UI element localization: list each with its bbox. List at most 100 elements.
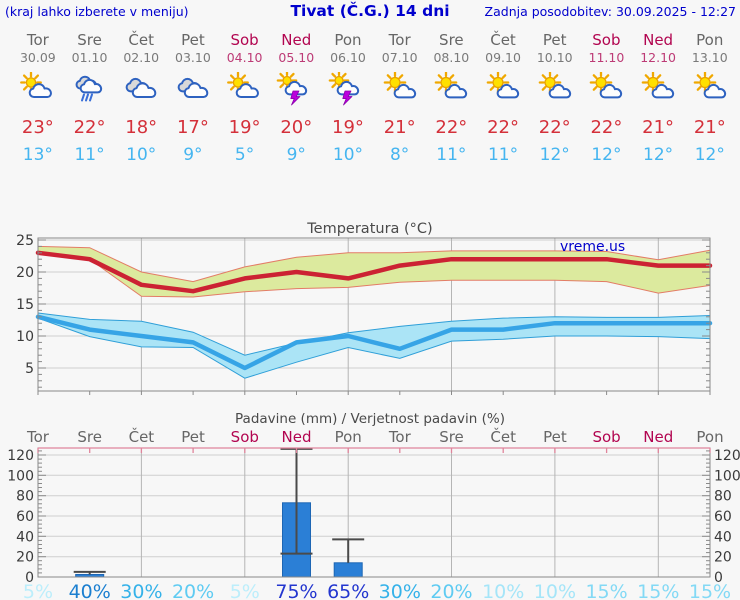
day-column-02.10[interactable]: Čet 02.10 18° 10°: [115, 30, 167, 168]
temp-ytick-label: 15: [16, 297, 34, 313]
precip-probability-label: 20%: [430, 581, 472, 600]
forecast-days-row: Tor 30.09 23° 13° Sre 01.10 22° 11° Čet 02.10 18° 1…: [12, 30, 736, 168]
day-max-temp: 17°: [176, 117, 209, 138]
precip-ytick-label-left: 40: [16, 529, 34, 545]
day-column-01.10[interactable]: Sre 01.10 22° 11°: [64, 30, 116, 168]
day-column-05.10[interactable]: Ned 05.10 20° 9°: [270, 30, 322, 168]
temp-ytick-label: 5: [25, 361, 34, 377]
day-max-temp: 23°: [21, 117, 54, 138]
precip-day-label: Pet: [543, 428, 567, 446]
day-min-temp: 12°: [694, 145, 725, 165]
cloudy-icon: [173, 66, 213, 112]
precip-bar: [333, 562, 363, 578]
mostly-sunny-icon: [431, 66, 471, 112]
precip-probability-label: 75%: [275, 581, 317, 600]
day-max-temp: 21°: [693, 117, 726, 138]
precip-whisker: [73, 570, 106, 575]
page-title: Tivat (Č.G.) 14 dni: [290, 2, 450, 20]
day-max-temp: 22°: [538, 117, 571, 138]
mostly-sunny-icon-graphic: [486, 72, 520, 99]
cloudy-icon: [121, 66, 161, 112]
partly-sunny-icon: [225, 66, 265, 112]
day-name: Pon: [334, 31, 362, 49]
rain-icon: [70, 66, 110, 112]
precip-day-label: Pet: [181, 428, 205, 446]
precip-ytick-label-left: 80: [16, 489, 34, 505]
day-date: 07.10: [381, 50, 418, 65]
day-column-30.09[interactable]: Tor 30.09 23° 13°: [12, 30, 64, 168]
precip-probability-label: 65%: [327, 581, 369, 600]
mostly-sunny-icon: [690, 66, 730, 112]
precipitation-chart: Padavine (mm) / Verjetnost padavin (%) To…: [0, 405, 740, 600]
precip-ytick-label-right: 80: [714, 489, 732, 505]
temp-band-edge: [37, 317, 711, 379]
mostly-sunny-icon-graphic: [383, 72, 416, 99]
mostly-sunny-icon-graphic: [590, 72, 623, 99]
day-max-temp: 22°: [73, 117, 106, 138]
day-date: 30.09: [19, 50, 56, 65]
day-name: Čet: [128, 31, 155, 49]
min-temp-line: [35, 314, 713, 371]
day-max-temp: 20°: [280, 117, 313, 138]
precip-gridlines: [38, 448, 710, 578]
day-name: Ned: [281, 31, 312, 49]
precip-probability-label: 15%: [689, 581, 731, 600]
precip-ytick-label-left: 0: [25, 570, 34, 586]
day-column-04.10[interactable]: Sob 04.10 19° 5°: [219, 30, 271, 168]
day-max-temp: 22°: [487, 117, 519, 138]
precip-probability-label: 20%: [172, 581, 214, 600]
precip-probability-label: 40%: [69, 581, 111, 600]
day-min-temp: 10°: [332, 145, 364, 165]
precip-probability-label: 10%: [482, 581, 524, 600]
day-min-temp: 10°: [126, 145, 157, 165]
day-date: 11.10: [588, 50, 625, 65]
precip-ytick-label-right: 40: [714, 529, 732, 545]
precip-day-label: Ned: [643, 428, 673, 446]
day-column-13.10[interactable]: Pon 13.10 21° 12°: [684, 30, 736, 168]
day-column-03.10[interactable]: Pet 03.10 17° 9°: [167, 30, 219, 168]
day-name: Pet: [181, 31, 205, 49]
day-date: 05.10: [278, 50, 315, 65]
day-column-12.10[interactable]: Ned 12.10 21° 12°: [632, 30, 684, 168]
precip-probability-label: 15%: [585, 581, 627, 600]
mostly-sunny-icon: [483, 66, 523, 112]
day-column-07.10[interactable]: Tor 07.10 21° 8°: [374, 30, 426, 168]
precip-chart-title: Padavine (mm) / Verjetnost padavin (%): [235, 411, 505, 427]
precip-ytick-label-left: 120: [7, 448, 34, 464]
day-date: 12.10: [640, 50, 676, 65]
mostly-sunny-icon-graphic: [693, 72, 726, 99]
temp-ytick-label: 20: [16, 265, 34, 281]
day-column-09.10[interactable]: Čet 09.10 22° 11°: [477, 30, 529, 168]
day-min-temp: 11°: [487, 145, 519, 165]
thunderstorm-icon-graphic: [276, 72, 308, 106]
day-date: 04.10: [226, 50, 263, 65]
precip-day-label: Sre: [77, 428, 102, 446]
day-column-11.10[interactable]: Sob 11.10 22° 12°: [581, 30, 633, 168]
day-name: Tor: [388, 31, 411, 49]
precip-day-label: Sob: [592, 428, 620, 446]
precip-axis-ticks: [38, 450, 710, 578]
day-min-temp: 12°: [539, 145, 570, 165]
vreme-us-watermark[interactable]: vreme.us: [560, 239, 625, 255]
day-column-08.10[interactable]: Sre 08.10 22° 11°: [426, 30, 478, 168]
thunderstorm-icon: [276, 66, 316, 112]
rain-icon-graphic: [75, 75, 102, 102]
day-min-temp: 9°: [286, 145, 306, 165]
max-temp-line: [35, 250, 713, 294]
day-date: 09.10: [485, 50, 521, 65]
day-max-temp: 21°: [642, 117, 675, 138]
precip-probability-label: 5%: [230, 581, 260, 600]
day-column-06.10[interactable]: Pon 06.10 19° 10°: [322, 30, 374, 168]
day-column-10.10[interactable]: Pet 10.10 22° 12°: [529, 30, 581, 168]
precip-whisker: [332, 538, 365, 563]
day-min-temp: 13°: [22, 145, 53, 165]
precip-probability-label: 10%: [534, 581, 576, 600]
day-name: Sre: [77, 31, 102, 49]
temp-axis-ticks: [37, 239, 711, 395]
day-date: 10.10: [536, 50, 573, 65]
precip-day-label: Sre: [439, 428, 464, 446]
day-max-temp: 18°: [125, 117, 158, 138]
day-min-temp: 8°: [389, 145, 410, 165]
day-max-temp: 22°: [435, 117, 468, 138]
